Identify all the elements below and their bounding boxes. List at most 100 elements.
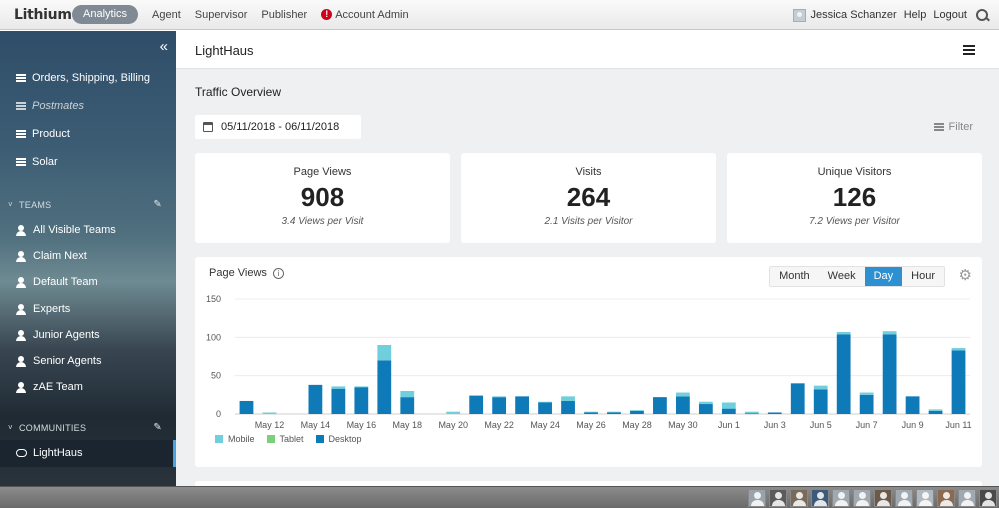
stat-sub: 3.4 Views per Visit (281, 216, 364, 227)
bar-mobile (951, 348, 966, 351)
sidebar: « Orders, Shipping, Billing Postmates Pr… (0, 31, 176, 486)
filter-button[interactable]: Filter (933, 121, 973, 133)
person-icon (16, 303, 26, 315)
bar-mobile (584, 411, 598, 413)
nav-account-admin-label: Account Admin (335, 8, 409, 21)
person-icon (16, 381, 26, 393)
bar-mobile (744, 411, 759, 414)
bar-mobile (538, 401, 552, 403)
bar-desktop (790, 383, 805, 414)
list-icon (16, 102, 26, 110)
community-label: LightHaus (33, 447, 83, 459)
stat-card-unique-visitors: Unique Visitors 126 7.2 Views per Visito… (727, 153, 982, 243)
sidebar-team-junior-agents[interactable]: Junior Agents (16, 325, 100, 345)
sidebar-community-lighthaus[interactable]: LightHaus (16, 443, 83, 463)
date-range-value: 05/11/2018 - 06/11/2018 (221, 121, 340, 133)
team-label: Claim Next (33, 250, 87, 262)
page-header: LightHaus (176, 31, 999, 69)
communities-section-header[interactable]: ˅ COMMUNITIES ✎ (8, 422, 162, 433)
sidebar-item-postmates[interactable]: Postmates (16, 96, 84, 116)
sidebar-team-senior-agents[interactable]: Senior Agents (16, 351, 102, 371)
bar-desktop (951, 350, 966, 414)
sidebar-team-all-visible[interactable]: All Visible Teams (16, 220, 116, 240)
user-avatar[interactable] (937, 489, 955, 507)
bar-desktop (308, 384, 323, 414)
nav-supervisor[interactable]: Supervisor (194, 8, 248, 21)
bar-desktop (859, 394, 874, 414)
user-avatar[interactable] (748, 489, 766, 507)
user-avatar[interactable] (832, 489, 850, 507)
stat-value: 264 (566, 182, 611, 212)
period-hour[interactable]: Hour (911, 270, 935, 282)
bar-mobile (630, 410, 644, 411)
nav-account-admin[interactable]: ! Account Admin (321, 8, 409, 21)
logout-link[interactable]: Logout (933, 9, 967, 21)
legend-label: Mobile (228, 434, 255, 444)
bar-desktop (331, 388, 346, 414)
bar-desktop (767, 412, 782, 414)
pencil-icon[interactable]: ✎ (153, 199, 162, 210)
traffic-overview-title: Traffic Overview (195, 85, 282, 99)
user-avatar[interactable] (958, 489, 976, 507)
page-title: LightHaus (195, 43, 254, 58)
user-avatar[interactable] (792, 8, 806, 22)
sidebar-item-solar[interactable]: Solar (16, 152, 58, 172)
bar-desktop (698, 404, 713, 414)
bar-desktop (492, 397, 507, 414)
sidebar-item-orders[interactable]: Orders, Shipping, Billing (16, 68, 150, 88)
bar-desktop (676, 396, 690, 414)
bar-desktop (561, 400, 575, 414)
user-avatar[interactable] (895, 489, 913, 507)
help-link[interactable]: Help (903, 9, 927, 21)
user-avatar[interactable] (916, 489, 934, 507)
bar-mobile (859, 392, 874, 395)
x-tick-label: Jun 5 (810, 420, 832, 430)
period-day[interactable]: Day (864, 267, 903, 286)
bar-mobile (836, 331, 851, 335)
user-avatar[interactable] (790, 489, 808, 507)
legend-item-mobile[interactable]: Mobile (215, 434, 255, 444)
pencil-icon[interactable]: ✎ (153, 422, 162, 433)
bar-mobile (721, 402, 736, 409)
sidebar-team-zae[interactable]: zAE Team (16, 377, 83, 397)
gear-icon[interactable]: ⚙ (958, 267, 972, 284)
sidebar-team-experts[interactable]: Experts (16, 299, 70, 319)
bar-desktop (653, 397, 667, 414)
x-tick-label: Jun 7 (856, 420, 878, 430)
nav-agent[interactable]: Agent (152, 8, 181, 21)
user-avatar[interactable] (979, 489, 997, 507)
nav-publisher[interactable]: Publisher (261, 8, 308, 21)
sidebar-team-claim-next[interactable]: Claim Next (16, 246, 87, 266)
bar-desktop (354, 387, 369, 414)
hamburger-menu-icon[interactable] (963, 45, 975, 47)
user-avatar[interactable] (811, 489, 829, 507)
user-name[interactable]: Jessica Schanzer (810, 9, 897, 21)
bar-mobile (882, 331, 897, 335)
period-month[interactable]: Month (779, 270, 810, 282)
bar-mobile (676, 392, 690, 397)
sidebar-item-product[interactable]: Product (16, 124, 70, 144)
chart-title: Page Views i (209, 267, 284, 279)
x-tick-label: May 24 (530, 420, 560, 430)
sidebar-item-label: Orders, Shipping, Billing (32, 72, 151, 84)
communities-label: COMMUNITIES (18, 422, 87, 433)
legend-item-desktop[interactable]: Desktop (315, 434, 362, 444)
period-week[interactable]: Week (827, 270, 856, 282)
bar-mobile (354, 386, 369, 388)
chat-icon (16, 449, 27, 457)
teams-section-header[interactable]: ˅ TEAMS ✎ (8, 199, 162, 210)
collapse-sidebar-icon[interactable]: « (159, 38, 168, 55)
user-avatar[interactable] (769, 489, 787, 507)
sidebar-team-default[interactable]: Default Team (16, 272, 98, 292)
period-selector: Month Week Day Hour (769, 266, 945, 287)
stat-card-page-views: Page Views 908 3.4 Views per Visit (195, 153, 450, 243)
search-icon[interactable] (976, 8, 989, 22)
stat-card-visits: Visits 264 2.1 Visits per Visitor (461, 153, 716, 243)
user-avatar[interactable] (853, 489, 871, 507)
nav-analytics[interactable]: Analytics (72, 5, 139, 24)
person-icon (16, 250, 26, 262)
info-icon[interactable]: i (272, 267, 284, 279)
user-avatar[interactable] (874, 489, 892, 507)
legend-item-tablet[interactable]: Tablet (266, 434, 304, 444)
date-range-picker[interactable]: 05/11/2018 - 06/11/2018 (195, 115, 361, 139)
